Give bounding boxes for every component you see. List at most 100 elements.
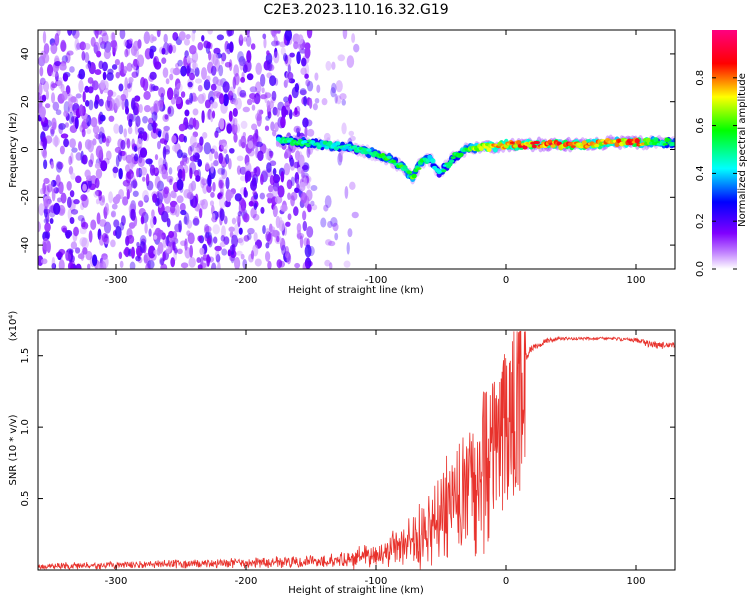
noise-blob (60, 83, 65, 93)
noise-blob (149, 216, 155, 229)
noise-blob (331, 61, 336, 70)
noise-blob (237, 238, 244, 244)
snr-x-label: Height of straight line (km) (288, 585, 424, 596)
noise-blob (273, 30, 281, 34)
noise-blob (189, 167, 193, 180)
noise-blob (192, 217, 200, 226)
noise-blob (265, 251, 271, 262)
noise-blob (73, 199, 80, 205)
snr-x-tick-label: -100 (365, 576, 388, 587)
noise-blob (100, 79, 106, 91)
noise-blob (102, 87, 109, 94)
noise-blob (192, 30, 197, 34)
noise-blob (287, 72, 294, 81)
noise-blob (304, 73, 309, 79)
noise-blob (166, 217, 171, 228)
spectrogram-x-label: Height of straight line (km) (288, 285, 424, 296)
noise-blob (43, 177, 50, 185)
noise-blob (240, 120, 248, 129)
noise-blob (197, 264, 203, 269)
colorbar-tick-label: 0.8 (695, 70, 706, 86)
noise-blob (207, 30, 213, 35)
figure-title: C2E3.2023.110.16.32.G19 (263, 2, 448, 18)
ridge-blob (672, 142, 675, 147)
noise-blob (302, 210, 307, 221)
ridge-blob (662, 143, 668, 146)
noise-blob (99, 219, 107, 227)
noise-blob (154, 227, 162, 237)
noise-blob (351, 211, 359, 219)
noise-blob (124, 246, 130, 258)
noise-blob (122, 196, 129, 206)
noise-blob (274, 47, 278, 59)
noise-blob (179, 160, 185, 167)
noise-blob (131, 97, 136, 110)
noise-blob (296, 51, 301, 65)
noise-blob (306, 80, 314, 92)
noise-blob (151, 111, 158, 122)
noise-blob (246, 35, 252, 47)
noise-blob (221, 225, 226, 239)
noise-blob (98, 131, 104, 145)
noise-blob (289, 158, 296, 171)
noise-blob (185, 99, 190, 105)
noise-blob (81, 221, 89, 230)
noise-blob (238, 34, 244, 47)
noise-blob (257, 150, 264, 162)
noise-blob (78, 104, 84, 117)
noise-blob (115, 71, 121, 79)
noise-blob (250, 207, 257, 219)
noise-blob (281, 105, 287, 119)
noise-blob (301, 42, 309, 48)
noise-blob (135, 255, 141, 262)
noise-blob (321, 98, 328, 106)
ridge-blob (449, 159, 455, 163)
spec-y-tick-label: 0 (20, 146, 31, 152)
noise-blob (201, 110, 205, 124)
ridge-blob (402, 165, 408, 170)
noise-blob (135, 115, 141, 128)
noise-blob (101, 232, 108, 243)
noise-blob (305, 189, 313, 202)
noise-blob (294, 187, 300, 194)
spectrogram-noise-blobs (38, 30, 360, 269)
spec-x-tick-label: -100 (365, 275, 388, 286)
noise-blob (272, 229, 280, 238)
noise-blob (198, 208, 203, 219)
noise-blob (176, 82, 183, 93)
spectrogram-plot-area (38, 30, 675, 269)
noise-blob (223, 148, 228, 154)
noise-blob (197, 159, 203, 167)
noise-blob (300, 169, 305, 180)
noise-blob (62, 72, 69, 82)
noise-blob (80, 202, 85, 211)
noise-blob (106, 72, 114, 81)
noise-blob (142, 189, 149, 202)
noise-blob (272, 129, 277, 137)
noise-blob (180, 65, 187, 77)
noise-blob (86, 114, 92, 127)
noise-blob (170, 237, 178, 243)
noise-blob (189, 92, 194, 104)
noise-blob (227, 191, 234, 199)
noise-blob (180, 209, 187, 216)
noise-blob (111, 39, 118, 53)
noise-blob (47, 199, 52, 210)
noise-blob (267, 185, 274, 193)
noise-blob (94, 177, 100, 189)
noise-blob (302, 162, 310, 173)
noise-blob (253, 132, 258, 145)
noise-blob (115, 155, 120, 167)
noise-blob (183, 55, 188, 68)
noise-blob (306, 146, 311, 159)
noise-blob (244, 59, 252, 72)
noise-blob (346, 241, 350, 255)
noise-blob (69, 66, 75, 73)
noise-blob (238, 227, 243, 235)
noise-blob (66, 86, 71, 97)
noise-blob (272, 180, 280, 192)
noise-blob (233, 133, 238, 143)
noise-blob (153, 249, 158, 255)
noise-blob (243, 235, 250, 242)
noise-blob (172, 192, 177, 199)
